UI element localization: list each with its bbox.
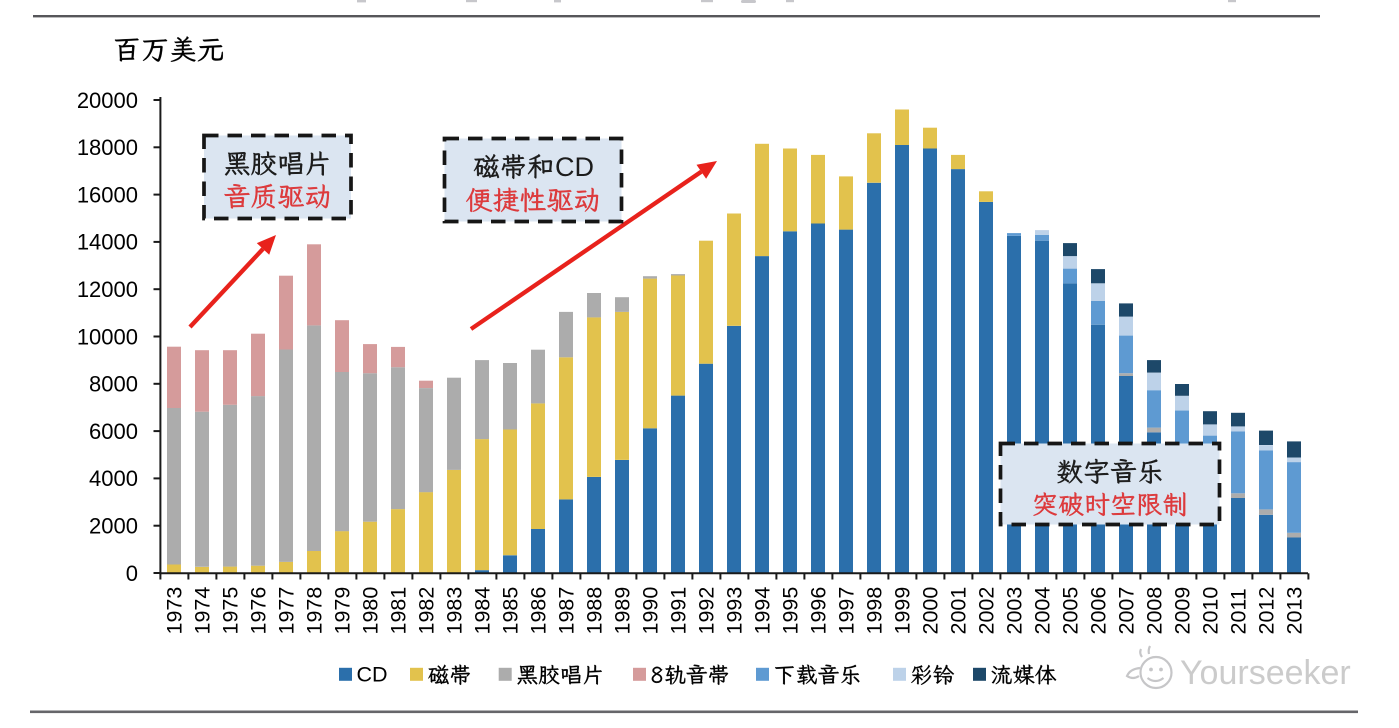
svg-text:12000: 12000 [77,277,138,302]
svg-text:1983: 1983 [442,587,466,635]
svg-text:16000: 16000 [77,182,138,207]
svg-text:1987: 1987 [554,587,578,635]
svg-text:2012: 2012 [1254,587,1278,635]
svg-text:1997: 1997 [834,587,858,635]
svg-text:1999: 1999 [890,587,914,635]
svg-text:2000: 2000 [89,514,138,539]
svg-text:1988: 1988 [582,587,606,635]
svg-text:2003: 2003 [1002,587,1026,635]
svg-text:CD: CD [555,152,594,182]
svg-text:2010: 2010 [1198,587,1222,635]
svg-text:1991: 1991 [666,587,690,635]
svg-text:CD: CD [357,663,388,687]
svg-text:2013: 2013 [1282,587,1306,635]
svg-text:1993: 1993 [722,587,746,635]
svg-text:2007: 2007 [1114,587,1138,635]
svg-text:Yourseeker: Yourseeker [1180,654,1351,692]
svg-text:1990: 1990 [638,587,662,635]
svg-text:10000: 10000 [77,324,138,349]
svg-text:1992: 1992 [694,587,718,635]
svg-text:1981: 1981 [386,587,410,635]
svg-text:1982: 1982 [414,587,438,635]
svg-text:2006: 2006 [1086,587,1110,635]
svg-text:18000: 18000 [77,135,138,160]
svg-text:8000: 8000 [89,372,138,397]
svg-text:1985: 1985 [498,587,522,635]
svg-text:1996: 1996 [806,587,830,635]
svg-text:1986: 1986 [526,587,550,635]
svg-text:1980: 1980 [358,587,382,635]
svg-text:1994: 1994 [750,587,774,635]
svg-text:1979: 1979 [330,587,354,635]
svg-text:14000: 14000 [77,230,138,255]
svg-text:6000: 6000 [89,419,138,444]
svg-text:1976: 1976 [246,587,270,635]
svg-text:1975: 1975 [218,587,242,635]
svg-text:1977: 1977 [274,587,298,635]
svg-text:2001: 2001 [946,587,970,635]
svg-text:20000: 20000 [77,88,138,113]
svg-text:2005: 2005 [1058,587,1082,635]
svg-text:1974: 1974 [190,587,214,635]
svg-text:1998: 1998 [862,587,886,635]
svg-text:1984: 1984 [470,587,494,635]
svg-text:4000: 4000 [89,466,138,491]
svg-text:1973: 1973 [162,587,186,635]
svg-text:2011: 2011 [1226,588,1250,634]
svg-text:2000: 2000 [918,587,942,635]
svg-text:1989: 1989 [610,587,634,635]
svg-text:2008: 2008 [1142,587,1166,635]
svg-text:2002: 2002 [974,587,998,635]
svg-text:2004: 2004 [1030,587,1054,635]
svg-text:1995: 1995 [778,587,802,635]
svg-text:1978: 1978 [302,587,326,635]
svg-text:0: 0 [126,561,138,586]
svg-text:2009: 2009 [1170,587,1194,635]
